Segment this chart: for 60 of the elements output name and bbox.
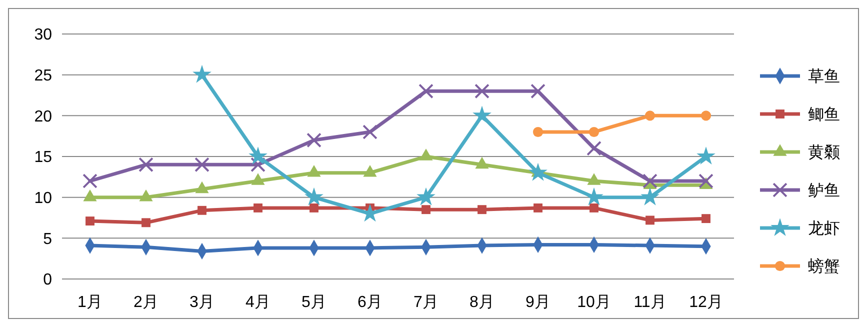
legend-label: 螃蟹 — [808, 258, 840, 276]
point — [416, 187, 436, 206]
x-tick-label: 6月 — [358, 294, 382, 311]
point — [478, 205, 486, 214]
x-tick-label: 12月 — [689, 294, 723, 311]
point — [310, 203, 318, 212]
point — [534, 203, 542, 212]
legend-label: 鲫鱼 — [808, 106, 840, 124]
point — [362, 124, 378, 140]
point — [472, 106, 492, 124]
point — [86, 216, 94, 226]
point — [306, 132, 322, 148]
point — [422, 205, 430, 214]
point — [254, 203, 262, 212]
point — [532, 126, 544, 138]
y-tick-label: 10 — [34, 190, 52, 207]
point — [642, 174, 658, 188]
point — [702, 214, 710, 224]
point — [696, 146, 716, 165]
point — [590, 203, 598, 212]
x-tick-label: 7月 — [414, 294, 438, 311]
point — [644, 110, 656, 121]
y-tick-label: 5 — [43, 230, 52, 248]
point — [586, 140, 602, 156]
x-tick-label: 3月 — [190, 294, 214, 311]
point — [588, 126, 600, 138]
x-tick-label: 2月 — [134, 294, 158, 311]
point — [250, 157, 266, 172]
point — [530, 84, 546, 99]
y-tick-label: 30 — [34, 26, 52, 44]
legend-label: 草鱼 — [808, 68, 840, 86]
x-tick-label: 11月 — [634, 294, 666, 311]
point — [528, 162, 548, 181]
legend-label: 黄颡 — [808, 144, 840, 162]
y-tick-label: 0 — [43, 272, 52, 289]
y-tick-label: 15 — [34, 149, 52, 166]
x-tick-label: 8月 — [470, 294, 494, 311]
point — [138, 157, 154, 172]
point — [248, 146, 268, 165]
point — [474, 84, 490, 99]
point — [646, 216, 654, 225]
y-tick-label: 25 — [34, 67, 52, 84]
point — [194, 157, 210, 172]
x-tick-label: 10月 — [577, 294, 611, 311]
y-tick-label: 20 — [34, 108, 52, 126]
point — [304, 187, 324, 206]
point — [698, 174, 714, 188]
x-tick-label: 9月 — [526, 294, 550, 311]
point — [198, 206, 206, 215]
point — [700, 110, 712, 121]
x-tick-label: 1月 — [78, 294, 102, 311]
legend-label: 鲈鱼 — [808, 182, 840, 200]
x-tick-label: 5月 — [302, 294, 326, 311]
point — [142, 218, 150, 228]
x-tick-label: 4月 — [246, 294, 270, 311]
legend-label: 龙虾 — [808, 220, 840, 238]
point — [192, 64, 212, 83]
point — [640, 187, 660, 206]
point — [82, 174, 98, 188]
point — [418, 84, 434, 99]
